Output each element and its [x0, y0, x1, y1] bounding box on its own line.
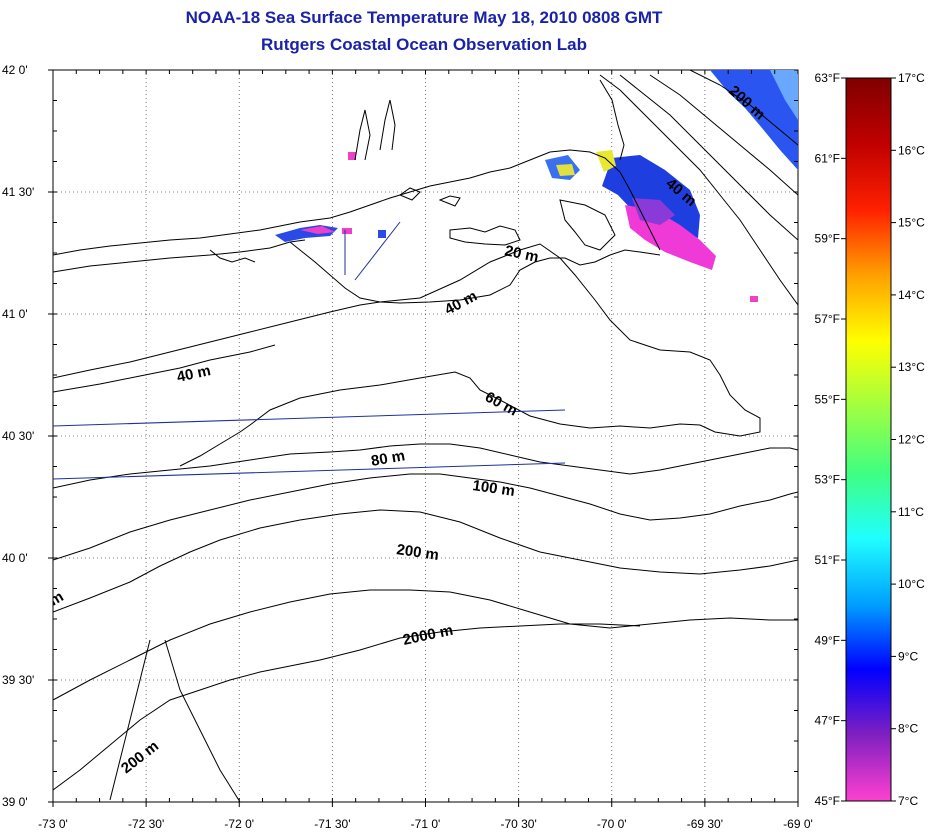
colorbar-celsius-label: 13°C [898, 360, 925, 374]
colorbar-fahrenheit-label: 59°F [815, 232, 840, 246]
lon-tick-label: -70 30' [500, 817, 536, 831]
colorbar-celsius-label: 16°C [898, 143, 925, 157]
map-title: NOAA-18 Sea Surface Temperature May 18, … [185, 8, 663, 27]
lat-tick-label: 40 30' [2, 429, 34, 443]
colorbar-celsius-label: 14°C [898, 288, 925, 302]
colorbar-celsius-label: 17°C [898, 71, 925, 85]
sst-patches [275, 70, 798, 302]
sst-patch-long-island-sound-pink [300, 226, 335, 234]
sst-patch-buzzards-bay-yellow [556, 164, 575, 176]
lon-tick-label: -71 30' [314, 817, 350, 831]
lat-tick-label: 41 30' [2, 185, 34, 199]
colorbar-fahrenheit-label: 57°F [815, 312, 840, 326]
colorbar-fahrenheit-label: 49°F [815, 633, 840, 647]
lat-tick-label: 40 0' [2, 551, 28, 565]
map-content: 200 m 40 m 20 m 40 m 40 m 60 m 80 m 100 … [53, 70, 798, 802]
sst-patch-cape-cod-blue [602, 155, 700, 238]
colorbar-celsius-label: 8°C [898, 722, 918, 736]
axis-ticks [48, 69, 799, 807]
colorbar [845, 77, 892, 802]
colorbar-fahrenheit-label: 53°F [815, 473, 840, 487]
lon-tick-label: -69 0' [783, 817, 813, 831]
colorbar-fahrenheit-label: 55°F [815, 392, 840, 406]
colorbar-fahrenheit-label: 45°F [815, 794, 840, 808]
contour-label-40m-west: 40 m [175, 362, 212, 386]
lon-tick-label: -69 30' [687, 817, 723, 831]
lon-tick-label: -72 0' [224, 817, 254, 831]
sst-patch-cape-cod-yellow [596, 150, 616, 172]
sst-patch-small-1 [342, 228, 352, 234]
colorbar-celsius-label: 10°C [898, 577, 925, 591]
sst-patch-small-4 [750, 296, 758, 302]
lon-tick-label: -70 0' [597, 817, 627, 831]
latitude-axis-labels: 42 0' 41 30' 41 0' 40 30' 40 0' 39 30' 39 0' [2, 63, 34, 809]
transect-line-4 [354, 221, 401, 281]
colorbar-fahrenheit-label: 51°F [815, 553, 840, 567]
contour-label-20m: 20 m [503, 242, 540, 266]
lat-tick-label: 39 0' [2, 795, 28, 809]
lat-tick-label: 39 30' [2, 673, 34, 687]
lon-tick-label: -71 0' [411, 817, 441, 831]
sst-patch-northeast-edge [770, 70, 798, 120]
map-subtitle: Rutgers Coastal Ocean Observation Lab [261, 35, 587, 54]
transect-line-2 [53, 462, 566, 480]
lat-tick-label: 42 0' [2, 63, 28, 77]
bathymetry-contours [53, 70, 798, 802]
sst-patch-northeast [710, 70, 798, 170]
colorbar-fahrenheit-label: 61°F [815, 151, 840, 165]
colorbar-fahrenheit-label: 63°F [815, 71, 840, 85]
colorbar-fahrenheit-label: 47°F [815, 714, 840, 728]
colorbar-celsius-labels: 17°C 16°C 15°C 14°C 13°C 12°C 11°C 10°C 9°C 8°C 7°… [891, 71, 925, 808]
sst-patch-small-2 [378, 230, 386, 238]
colorbar-celsius-label: 12°C [898, 433, 925, 447]
colorbar-celsius-label: 15°C [898, 216, 925, 230]
contour-label-80m: 80 m [370, 447, 407, 470]
lon-tick-label: -72 30' [128, 817, 164, 831]
colorbar-celsius-label: 7°C [898, 794, 918, 808]
transect-line-1 [53, 409, 566, 427]
colorbar-fahrenheit-labels: 63°F 61°F 59°F 57°F 55°F 53°F 51°F 49°F 47°F 45°F [815, 71, 846, 808]
coastline [53, 79, 661, 304]
colorbar-celsius-label: 11°C [898, 505, 924, 519]
lon-tick-label: -73 0' [38, 817, 68, 831]
sst-patch-cape-cod-purple [632, 198, 675, 225]
longitude-axis-labels: -73 0' -72 30' -72 0' -71 30' -71 0' -70 30' -… [38, 817, 813, 831]
transect-lines [53, 221, 566, 480]
lat-tick-label: 41 0' [2, 307, 28, 321]
contour-label-200m-mid: 200 m [395, 541, 439, 564]
contour-label-100m: 100 m [471, 477, 515, 500]
sst-patch-small-3 [348, 152, 356, 160]
colorbar-celsius-label: 9°C [898, 649, 918, 663]
